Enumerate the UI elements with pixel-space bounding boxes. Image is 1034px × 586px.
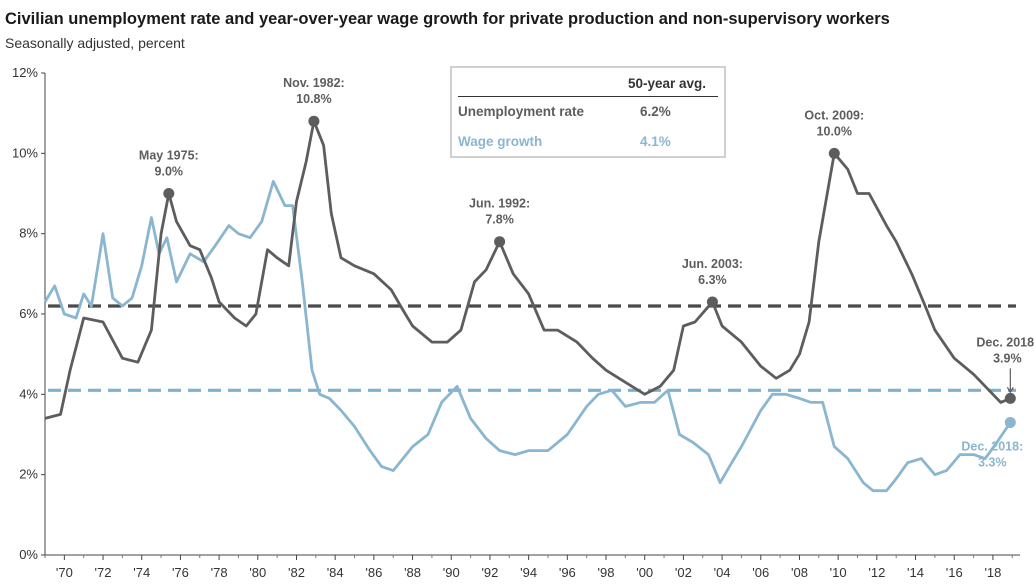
x-tick-label: '18 xyxy=(984,565,1001,580)
annotation-marker xyxy=(1004,416,1016,428)
annotation-value: 10.8% xyxy=(296,92,331,106)
x-tick-label: '98 xyxy=(598,565,615,580)
x-tick-label: '82 xyxy=(288,565,305,580)
annotation-marker xyxy=(163,188,175,199)
x-tick-label: '04 xyxy=(714,565,731,580)
x-tick-label: '80 xyxy=(249,565,266,580)
y-tick-label: 4% xyxy=(19,386,38,401)
legend-label: Wage growth xyxy=(458,134,543,149)
legend-row-wage: Wage growth 4.1% xyxy=(458,134,716,149)
chart-title: Civilian unemployment rate and year-over… xyxy=(5,10,890,28)
annotation-marker xyxy=(828,147,840,159)
chart-subtitle: Seasonally adjusted, percent xyxy=(5,35,185,51)
annotation-label: May 1975: xyxy=(139,149,199,163)
annotation-label: Oct. 2009: xyxy=(804,108,864,122)
x-tick-label: '78 xyxy=(211,565,228,580)
x-tick-label: '92 xyxy=(481,565,498,580)
x-tick-label: '00 xyxy=(636,565,653,580)
x-tick-label: '90 xyxy=(443,565,460,580)
x-tick-label: '10 xyxy=(830,565,847,580)
x-tick-label: '72 xyxy=(95,565,112,580)
y-tick-label: 8% xyxy=(19,226,38,241)
annotation-marker xyxy=(494,236,506,248)
annotations: May 1975: 9.0% Nov. 1982: 10.8% Jun. 1992: 7.… xyxy=(139,76,1034,469)
legend-value: 4.1% xyxy=(640,134,671,149)
annotation-arrowhead xyxy=(1006,387,1014,394)
annotation-marker xyxy=(308,115,320,127)
annotation-label: Jun. 1992: xyxy=(469,197,530,211)
y-tick-label: 12% xyxy=(12,65,38,80)
annotation-label: Nov. 1982: xyxy=(283,76,345,90)
legend-row-unemployment: Unemployment rate 6.2% xyxy=(458,104,716,119)
y-tick-label: 10% xyxy=(12,145,38,160)
annotation-value: 3.9% xyxy=(993,351,1022,365)
x-tick-label: '16 xyxy=(946,565,963,580)
annotation-label: Dec. 2018: xyxy=(976,335,1034,349)
annotation-value: 9.0% xyxy=(155,165,184,179)
y-tick-label: 2% xyxy=(19,467,38,482)
x-tick-label: '12 xyxy=(868,565,885,580)
annotation-marker xyxy=(1004,392,1016,404)
legend-value: 6.2% xyxy=(640,104,671,119)
x-tick-label: '74 xyxy=(133,565,150,580)
x-tick-label: '70 xyxy=(56,565,73,580)
annotation-label: Dec. 2018: xyxy=(961,439,1023,453)
average-lines xyxy=(48,304,1016,392)
x-tick-label: '06 xyxy=(752,565,769,580)
legend-label: Unemployment rate xyxy=(458,104,585,119)
annotation-value: 3.3% xyxy=(978,455,1007,469)
annotation-label: Jun. 2003: xyxy=(682,257,743,271)
series-line-wage xyxy=(43,180,1012,493)
legend-box: 50-year avg. Unemployment rate 6.2% Wage… xyxy=(450,66,726,158)
x-tick-label: '86 xyxy=(365,565,382,580)
axes: 0% 2% 4% 6% 8% 10% 12% '70 '72 '74 '76 '78 '80 '82 '84… xyxy=(12,65,1020,580)
series-line-unemployment xyxy=(44,119,1011,420)
x-tick-label: '88 xyxy=(404,565,421,580)
y-tick-label: 6% xyxy=(19,306,38,321)
annotation-value: 10.0% xyxy=(817,124,852,138)
legend-header: 50-year avg. xyxy=(628,76,707,91)
y-tick-label: 0% xyxy=(19,547,38,562)
legend-rule xyxy=(458,96,718,97)
x-tick-label: '94 xyxy=(520,565,537,580)
x-tick-label: '08 xyxy=(791,565,808,580)
x-tick-label: '76 xyxy=(172,565,189,580)
annotation-value: 6.3% xyxy=(698,273,727,287)
annotation-value: 7.8% xyxy=(485,213,514,227)
x-tick-label: '84 xyxy=(327,565,344,580)
annotation-marker xyxy=(706,296,718,308)
x-tick-label: '14 xyxy=(907,565,924,580)
x-tick-label: '02 xyxy=(675,565,692,580)
x-tick-label: '96 xyxy=(559,565,576,580)
